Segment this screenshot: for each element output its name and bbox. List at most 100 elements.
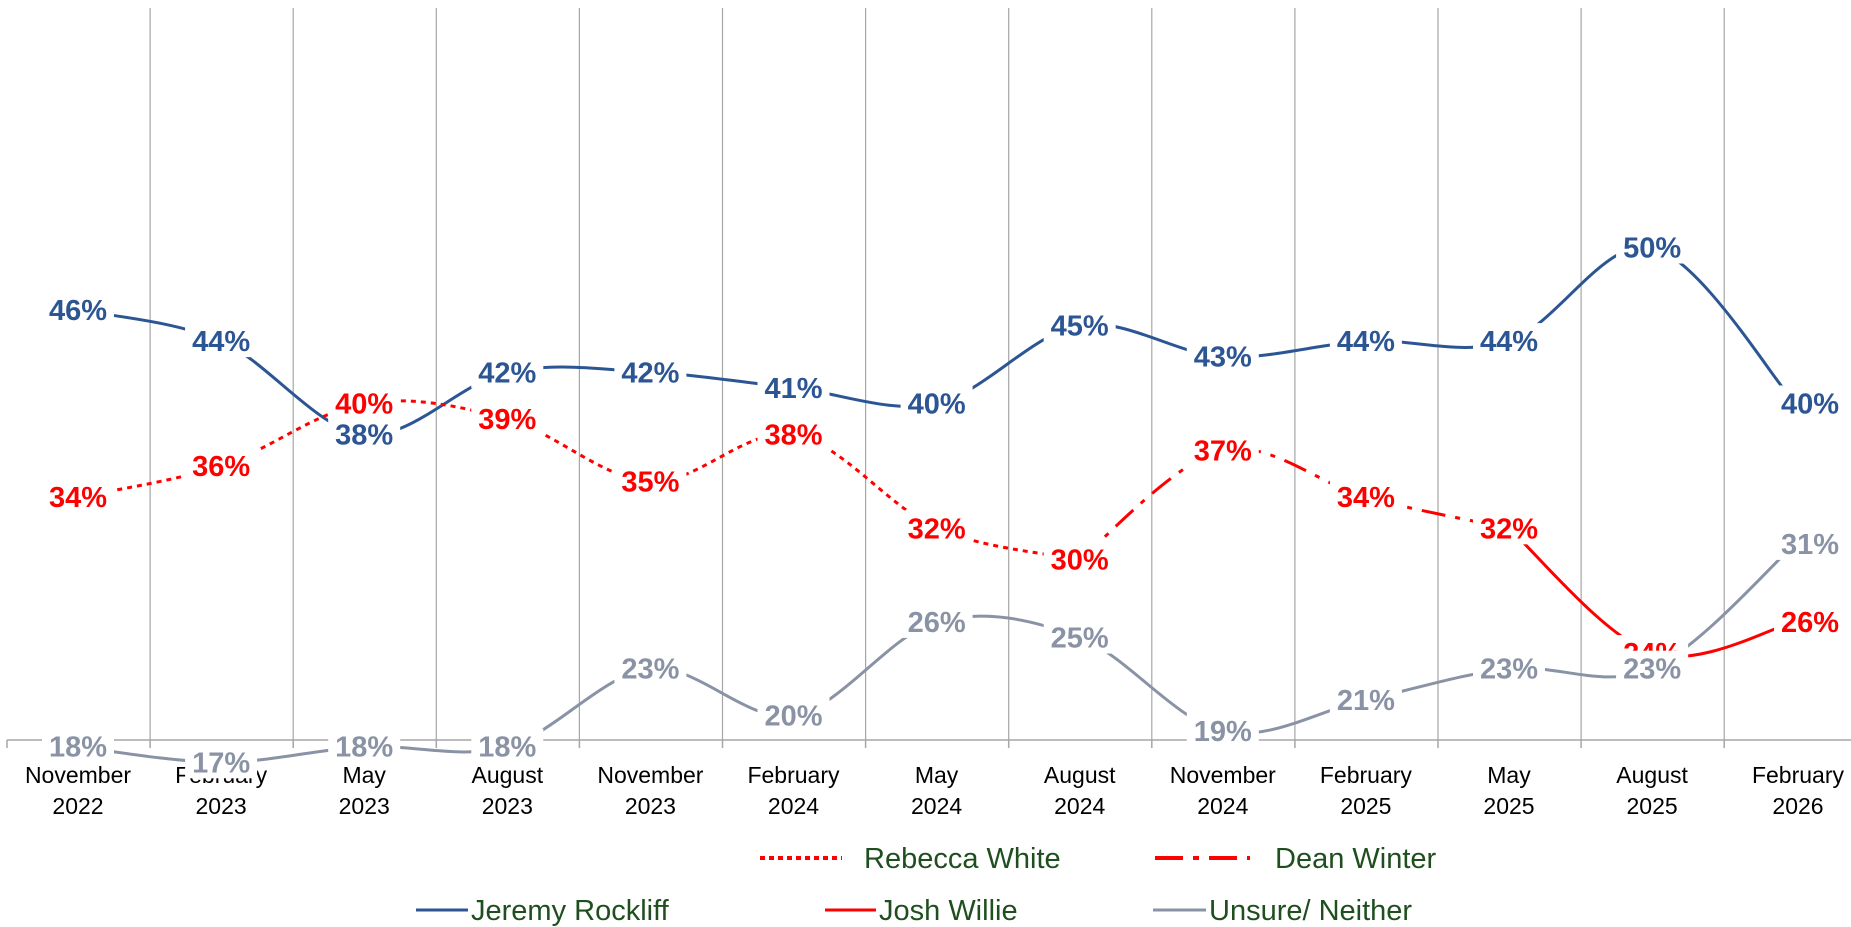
data-label-background	[42, 728, 114, 763]
data-label-unsure-neither: 26%	[908, 607, 966, 639]
data-label-unsure-neither: 20%	[764, 701, 822, 733]
data-label-background	[900, 510, 973, 545]
data-label-background	[1329, 479, 1402, 514]
data-label-background	[1616, 650, 1689, 685]
data-label-unsure-neither: 19%	[1194, 716, 1252, 748]
data-label-background	[471, 354, 544, 389]
data-label-jeremy-rockliff: 50%	[1623, 233, 1681, 265]
legend-label: Unsure/ Neither	[1209, 895, 1412, 927]
data-label-background	[1774, 603, 1846, 638]
data-label-rebecca-white: 32%	[908, 513, 966, 545]
data-label-background	[757, 416, 830, 451]
x-tick-label: May 2025	[1483, 762, 1534, 819]
data-label-unsure-neither: 23%	[1623, 654, 1681, 686]
data-label-background	[757, 697, 830, 732]
data-label-background	[42, 479, 114, 514]
data-label-background	[185, 744, 258, 779]
series-line-rebecca-white	[77, 399, 1081, 561]
data-label-background	[1186, 432, 1259, 467]
data-label-jeremy-rockliff: 42%	[478, 357, 536, 389]
legend-label: Jeremy Rockliff	[471, 895, 670, 927]
legend-label: Josh Willie	[879, 895, 1018, 927]
x-tick-label: May 2023	[339, 762, 390, 819]
data-label-jeremy-rockliff: 40%	[1781, 389, 1839, 421]
data-label-background	[1043, 541, 1116, 576]
data-label-jeremy-rockliff: 45%	[1051, 311, 1109, 343]
data-label-jeremy-rockliff: 44%	[192, 326, 250, 358]
data-label-background	[614, 650, 687, 685]
data-label-unsure-neither: 18%	[49, 732, 107, 764]
data-label-background	[1774, 525, 1846, 560]
data-label-unsure-neither: 21%	[1337, 685, 1395, 717]
x-tick-label: May 2024	[911, 762, 962, 819]
data-label-jeremy-rockliff: 40%	[908, 389, 966, 421]
data-label-background	[1473, 650, 1545, 685]
data-label-unsure-neither: 31%	[1781, 529, 1839, 561]
data-label-background	[900, 385, 973, 420]
data-label-background	[328, 385, 401, 420]
data-label-background	[1616, 229, 1689, 264]
data-label-unsure-neither: 23%	[621, 654, 679, 686]
data-label-background	[1774, 385, 1846, 420]
data-label-background	[328, 728, 401, 763]
x-tick-label: February 2026	[1752, 762, 1845, 819]
x-tick-label: November 2023	[597, 762, 703, 819]
data-label-unsure-neither: 23%	[1480, 654, 1538, 686]
data-label-unsure-neither: 18%	[335, 732, 393, 764]
chart-data-labels: 46%44%38%42% 42% 41% 40%45%43% 44% 44%50%40%3…	[42, 229, 1846, 779]
data-label-background	[1043, 619, 1116, 654]
data-label-jeremy-rockliff: 46%	[49, 295, 107, 327]
data-label-background	[471, 728, 544, 763]
data-label-dean-winter: 32%	[1480, 513, 1538, 545]
data-label-unsure-neither: 17%	[192, 747, 250, 779]
data-label-background	[471, 401, 544, 436]
data-label-jeremy-rockliff: 43%	[1194, 342, 1252, 374]
data-label-background	[1186, 338, 1259, 373]
legend-item-unsure-neither: Unsure/ Neither	[1153, 895, 1412, 927]
data-label-jeremy-rockliff: 41%	[764, 373, 822, 405]
legend-label: Rebecca White	[864, 843, 1061, 875]
legend-label: Dean Winter	[1275, 843, 1437, 875]
legend-item-dean-winter: Dean Winter	[1155, 843, 1437, 875]
data-label-background	[757, 369, 830, 404]
x-tick-label: August 2024	[1044, 762, 1116, 819]
data-label-josh-willie: 26%	[1781, 607, 1839, 639]
x-tick-label: February 2024	[747, 762, 840, 819]
x-tick-label: August 2023	[471, 762, 543, 819]
x-tick-label: August 2025	[1616, 762, 1688, 819]
data-label-background	[328, 416, 401, 451]
legend-item-rebecca-white: Rebecca White	[760, 843, 1061, 875]
data-label-rebecca-white: 35%	[621, 467, 679, 499]
data-label-dean-winter: 37%	[1194, 435, 1252, 467]
legend-item-jeremy-rockliff: Jeremy Rockliff	[416, 895, 670, 927]
x-axis: November2022February2023May2023August202…	[6, 739, 1851, 819]
data-label-unsure-neither: 25%	[1051, 623, 1109, 655]
data-label-background	[614, 354, 687, 389]
data-label-background	[1186, 713, 1259, 748]
data-label-rebecca-white: 34%	[49, 482, 107, 514]
data-label-background	[42, 291, 114, 326]
data-label-background	[1043, 307, 1116, 342]
data-label-jeremy-rockliff: 38%	[335, 420, 393, 452]
data-label-rebecca-white: 40%	[335, 389, 393, 421]
data-label-unsure-neither: 18%	[478, 732, 536, 764]
data-label-background	[185, 447, 258, 482]
series-line-dean-winter	[1078, 447, 1510, 561]
data-label-background	[614, 463, 687, 498]
data-label-jeremy-rockliff: 42%	[621, 357, 679, 389]
chart-gridlines	[149, 8, 1725, 740]
x-tick-label: November 2022	[25, 762, 131, 819]
chart-legend: Rebecca White Dean Winter Jeremy Rockliff J…	[416, 843, 1437, 927]
data-label-rebecca-white: 38%	[764, 420, 822, 452]
data-label-background	[900, 603, 973, 638]
data-label-background	[1473, 510, 1545, 545]
data-label-rebecca-white: 39%	[478, 404, 536, 436]
data-label-background	[185, 323, 258, 358]
data-label-dean-winter: 34%	[1337, 482, 1395, 514]
legend-item-josh-willie: Josh Willie	[825, 895, 1018, 927]
x-tick-label: November 2024	[1170, 762, 1276, 819]
data-label-rebecca-white: 36%	[192, 451, 250, 483]
x-tick-label: February 2025	[1320, 762, 1413, 819]
data-label-background	[1473, 323, 1545, 358]
